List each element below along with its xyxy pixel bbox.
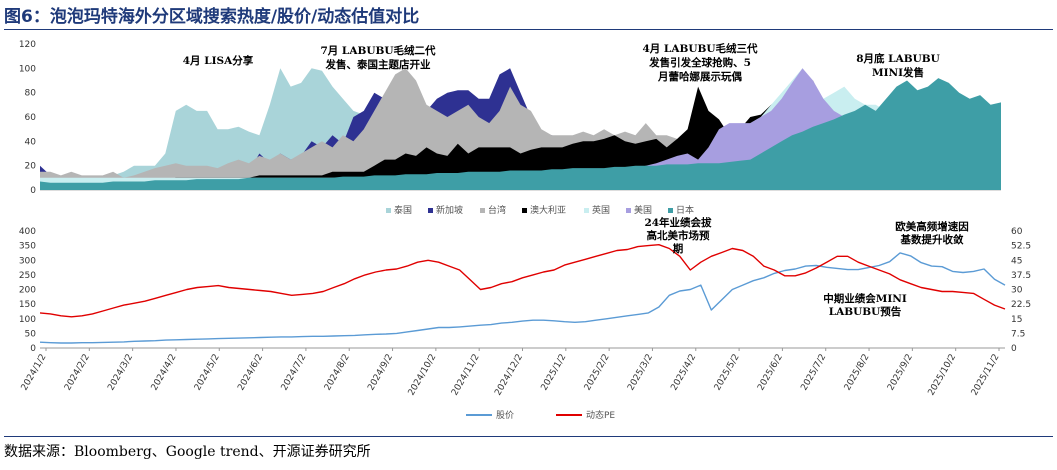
annotation-line: LABUBU预告 <box>829 305 902 318</box>
y-tick-label: 120 <box>19 40 36 50</box>
annotation-line: 8月底 LABUBU <box>856 52 940 65</box>
y-left-tick-label: 200 <box>19 286 36 296</box>
annotation-line: 期 <box>673 242 684 255</box>
y-left-tick-label: 50 <box>25 329 37 339</box>
annotation-line: 欧美高频增速因 <box>895 220 969 233</box>
annotation-line: MINI发售 <box>872 66 924 79</box>
y-tick-label: 100 <box>19 64 36 74</box>
line-动态PE <box>39 244 1006 318</box>
x-tick-label: 2025/6/2 <box>756 353 785 393</box>
y-left-tick-label: 150 <box>19 300 36 310</box>
x-tick-label: 2024/8/2 <box>323 353 352 393</box>
y-left-tick-label: 400 <box>19 227 36 237</box>
y-tick-label: 80 <box>25 89 37 99</box>
figure-title: 图6：泡泡玛特海外分区域搜索热度/股价/动态估值对比 <box>4 7 420 27</box>
legend-label: 泰国 <box>394 204 412 216</box>
title-rule <box>4 29 1053 30</box>
annotation-line: 发售、泰国主题店开业 <box>325 58 431 71</box>
x-tick-label: 2025/8/2 <box>843 353 872 393</box>
x-tick-label: 2025/7/2 <box>799 353 828 393</box>
annotation-line: 发售引发全球抢购、5 <box>648 56 751 69</box>
x-tick-label: 2024/12/2 <box>493 353 525 398</box>
x-tick-label: 2024/5/2 <box>193 353 222 393</box>
y-tick-label: 0 <box>30 186 36 196</box>
legend-swatch <box>386 208 391 213</box>
annotation-line: 24年业绩会拔 <box>644 216 712 229</box>
x-tick-label: 2025/5/2 <box>713 353 742 393</box>
y-left-tick-label: 250 <box>19 271 36 281</box>
legend-swatch <box>428 208 433 213</box>
legend-swatch <box>480 208 485 213</box>
x-tick-label: 2024/6/2 <box>236 353 265 393</box>
search-heat-area-chart: 0 20 40 60 80 100 120 4月 LISA分享 7月 LABUBU毛绒二代发售、… <box>19 40 1001 216</box>
y-right-tick-label: 22.5 <box>1011 300 1031 310</box>
x-tick-label: 2024/3/2 <box>106 353 135 393</box>
legend-label: 股价 <box>496 410 514 421</box>
x-tick-label: 2024/1/2 <box>20 353 49 393</box>
x-tick-label: 2024/11/2 <box>450 353 482 398</box>
x-tick-label: 2025/3/2 <box>626 353 655 393</box>
legend-label: 日本 <box>676 204 694 216</box>
x-tick-label: 2024/4/2 <box>150 353 179 393</box>
annotation-line: 7月 LABUBU毛绒二代 <box>320 44 436 57</box>
y-left-tick-label: 0 <box>30 344 36 354</box>
source-rule <box>4 436 1053 437</box>
legend-label: 新加坡 <box>436 204 463 216</box>
y-left-tick-label: 300 <box>19 256 36 266</box>
y-tick-label: 60 <box>25 113 37 123</box>
y-right-tick-label: 7.5 <box>1011 329 1025 339</box>
price-pe-line-chart: 0 50 100 150 200 250 300 350 400 0 7.5 15 22.5 30 37.5… <box>19 216 1031 421</box>
x-tick-label: 2025/10/2 <box>927 353 959 398</box>
annotation: 24年业绩会拔高北美市场预期 <box>644 216 712 255</box>
annotation: 欧美高频增速因基数提升收敛 <box>895 220 969 246</box>
legend-label: 美国 <box>634 204 652 216</box>
legend-label: 动态PE <box>586 409 615 421</box>
annotation-line: 4月 LABUBU毛绒三代 <box>642 42 758 55</box>
y-right-tick-label: 30 <box>1011 286 1023 296</box>
y-right-tick-label: 45 <box>1011 256 1022 266</box>
annotation-line: 基数提升收敛 <box>900 233 964 246</box>
x-tick-label: 2025/9/2 <box>886 353 915 393</box>
y-right-tick-label: 0 <box>1011 344 1017 354</box>
x-tick-label: 2024/10/2 <box>407 353 439 398</box>
x-tick-label: 2025/11/2 <box>970 353 1002 398</box>
y-tick-label: 20 <box>25 162 37 172</box>
annotation: 7月 LABUBU毛绒二代发售、泰国主题店开业 <box>320 44 436 71</box>
legend-label: 台湾 <box>488 204 506 216</box>
annotation: 8月底 LABUBU MINI发售 <box>856 52 940 79</box>
x-tick-label: 2024/9/2 <box>366 353 395 393</box>
y-right-tick-label: 60 <box>1011 227 1023 237</box>
annotation-line: 4月 LISA分享 <box>183 54 254 67</box>
y-right-tick-label: 52.5 <box>1011 242 1031 252</box>
legend-swatch <box>626 208 631 213</box>
x-tick-label: 2025/1/2 <box>540 353 569 393</box>
annotation: 中期业绩会MINI LABUBU预告 <box>823 292 907 318</box>
legend-swatch <box>522 208 527 213</box>
y-left-tick-label: 350 <box>19 242 36 252</box>
y-right-tick-label: 15 <box>1011 315 1022 325</box>
line-股价 <box>39 252 1006 344</box>
x-tick-label: 2024/7/2 <box>280 353 309 393</box>
annotation-line: 中期业绩会MINI <box>823 292 907 305</box>
legend-label: 澳大利亚 <box>530 204 566 216</box>
annotation-line: 月蕾哈娜展示玩偶 <box>657 70 742 83</box>
source-note: 数据来源：Bloomberg、Google trend、开源证券研究所 <box>4 444 371 460</box>
annotation: 4月 LABUBU毛绒三代发售引发全球抢购、5 月蕾哈娜展示玩偶 <box>642 42 758 83</box>
legend-swatch <box>668 208 673 213</box>
x-tick-label: 2025/2/2 <box>583 353 612 393</box>
x-tick-label: 2025/4/2 <box>669 353 698 393</box>
x-tick-label: 2024/2/2 <box>63 353 92 393</box>
area-日本 <box>40 78 1001 190</box>
y-right-tick-label: 37.5 <box>1011 271 1031 281</box>
area-台湾 <box>40 68 1001 190</box>
y-left-tick-label: 100 <box>19 315 36 325</box>
legend-label: 英国 <box>592 204 610 216</box>
legend-swatch <box>584 208 589 213</box>
y-tick-label: 40 <box>25 137 37 147</box>
annotation-line: 高北美市场预 <box>647 229 710 242</box>
annotation: 4月 LISA分享 <box>183 54 254 67</box>
